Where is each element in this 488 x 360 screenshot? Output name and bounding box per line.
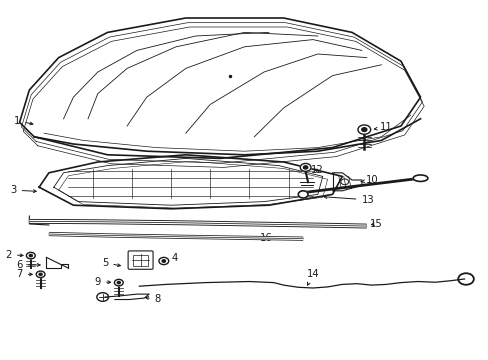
Text: 7: 7 — [16, 269, 32, 279]
Circle shape — [117, 282, 120, 284]
Text: 6: 6 — [16, 260, 40, 270]
Circle shape — [29, 255, 32, 257]
Text: 14: 14 — [306, 269, 319, 285]
Text: 3: 3 — [11, 185, 36, 195]
Circle shape — [303, 166, 307, 169]
Text: 9: 9 — [94, 276, 110, 287]
Text: 4: 4 — [165, 253, 178, 264]
Circle shape — [300, 163, 310, 171]
Text: 16: 16 — [260, 233, 272, 243]
Circle shape — [298, 191, 307, 198]
Text: 11: 11 — [373, 122, 392, 132]
Text: 2: 2 — [5, 250, 23, 260]
Text: 8: 8 — [145, 294, 161, 304]
Text: 5: 5 — [102, 258, 120, 268]
Circle shape — [39, 273, 42, 275]
Circle shape — [357, 125, 370, 134]
Circle shape — [162, 260, 165, 262]
Ellipse shape — [412, 175, 427, 181]
Text: 10: 10 — [360, 175, 378, 185]
Circle shape — [361, 128, 366, 131]
Circle shape — [36, 271, 45, 278]
Circle shape — [114, 279, 123, 286]
Text: 13: 13 — [324, 195, 373, 205]
Text: 1: 1 — [14, 116, 33, 126]
Circle shape — [159, 257, 168, 265]
Text: 15: 15 — [369, 219, 382, 229]
Text: 12: 12 — [310, 165, 323, 175]
Circle shape — [26, 252, 35, 259]
